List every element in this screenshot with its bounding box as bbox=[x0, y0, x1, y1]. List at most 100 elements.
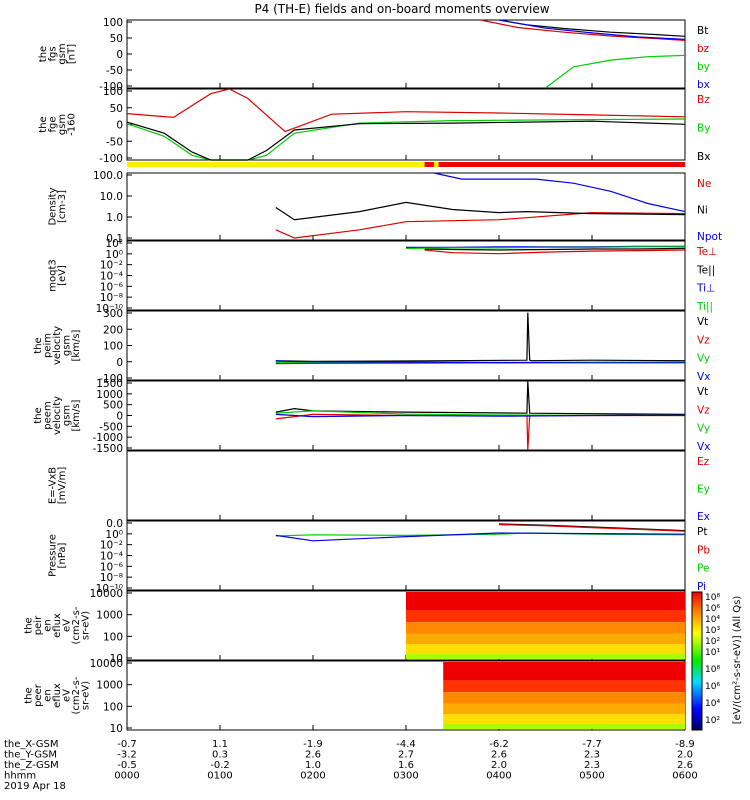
y-axis-label: [mV/m] bbox=[57, 467, 68, 505]
y-axis-label: en bbox=[43, 689, 54, 702]
mode-bar-segment bbox=[127, 162, 425, 167]
y-tick-label: 0 bbox=[116, 411, 123, 423]
series-line-Pb bbox=[498, 524, 686, 532]
y-tick-label: 100 bbox=[103, 701, 123, 713]
x-tick-value: -6.2 bbox=[489, 739, 509, 750]
y-tick-label: 10² bbox=[105, 238, 123, 250]
spectrogram-band bbox=[406, 610, 685, 623]
y-tick-label: 10 bbox=[110, 723, 123, 735]
series-line-Te|| bbox=[424, 247, 686, 251]
series-line-Vx bbox=[275, 360, 685, 364]
colorbar-tick-label: 10¹ bbox=[705, 648, 720, 658]
x-tick-value: 0300 bbox=[393, 771, 418, 782]
y-tick-label: 10⁻¹⁰ bbox=[96, 303, 123, 315]
spectrogram-band bbox=[443, 692, 685, 704]
y-tick-label: 10⁻² bbox=[100, 260, 123, 272]
x-tick-value: 2.6 bbox=[491, 750, 507, 761]
legend-Te⊥: Te⊥ bbox=[696, 246, 717, 258]
y-tick-label: 100 bbox=[103, 631, 123, 643]
y-axis-label: velocity bbox=[52, 396, 63, 435]
y-axis-label: -160 bbox=[66, 113, 77, 136]
colorbar-tick-label: 10⁸ bbox=[705, 593, 720, 603]
series-line-Ti|| bbox=[405, 246, 685, 249]
y-axis-label: peim bbox=[43, 333, 54, 358]
y-tick-label: 10⁻⁴ bbox=[100, 551, 123, 563]
x-tick-value: 2.0 bbox=[677, 750, 693, 761]
legend-Vy: Vy bbox=[697, 353, 710, 365]
y-axis-label: [cm-3] bbox=[57, 190, 68, 223]
legend-Ti⊥: Ti⊥ bbox=[696, 283, 715, 295]
x-tick-value: 0200 bbox=[300, 771, 325, 782]
x-tick-value: 2.7 bbox=[398, 750, 414, 761]
y-axis-label: fge bbox=[47, 116, 58, 132]
legend-Te||: Te|| bbox=[696, 264, 715, 276]
spectrogram-band bbox=[406, 644, 685, 654]
y-tick-label: 10⁻⁴ bbox=[100, 271, 123, 283]
y-axis-label: sr-eV) bbox=[81, 681, 92, 710]
y-tick-label: 100.0 bbox=[93, 170, 123, 182]
y-tick-label: -50 bbox=[106, 136, 123, 148]
y-axis-label: sr-eV) bbox=[81, 611, 92, 640]
series-line-Ne bbox=[275, 211, 686, 239]
legend-Ni: Ni bbox=[697, 205, 708, 217]
y-tick-label: 10000 bbox=[90, 588, 123, 600]
y-axis-label: [km/s] bbox=[71, 329, 82, 361]
legend-Vx: Vx bbox=[697, 371, 710, 383]
x-tick-value: 0.3 bbox=[212, 750, 228, 761]
series-line-Pi bbox=[275, 532, 686, 542]
series-line-Vx bbox=[275, 413, 686, 418]
y-tick-label: 500 bbox=[103, 400, 123, 412]
x-tick-value: -0.7 bbox=[117, 739, 137, 750]
legend-Vy: Vy bbox=[697, 423, 710, 435]
colorbar-tick-label: 10⁸ bbox=[705, 665, 720, 675]
y-axis-label: the bbox=[33, 407, 44, 423]
legend-bx: bx bbox=[697, 79, 710, 91]
y-axis-label: moqt3 bbox=[47, 259, 58, 292]
colorbar-tick-label: 10⁶ bbox=[705, 604, 720, 614]
spectrogram bbox=[406, 592, 685, 659]
y-axis-label: gsm bbox=[62, 335, 73, 356]
series-line-by bbox=[545, 54, 686, 89]
y-tick-label: 10 bbox=[110, 653, 123, 665]
y-tick-label: 100 bbox=[103, 86, 123, 98]
panels: 100500-50-100thefgsgsm[nT]Btbzbybx100500… bbox=[24, 17, 744, 735]
x-tick-value: -0.5 bbox=[117, 760, 137, 771]
legend-Bx: Bx bbox=[697, 151, 710, 163]
series-line-Bz bbox=[126, 88, 686, 133]
series-line-Vz bbox=[275, 413, 685, 451]
y-tick-label: 10000 bbox=[90, 658, 123, 670]
panel-frame bbox=[126, 88, 686, 161]
legend-By: By bbox=[697, 123, 710, 135]
y-axis-label: [nT] bbox=[66, 44, 77, 64]
legend-Ez: Ez bbox=[697, 456, 710, 468]
x-tick-value: 0400 bbox=[486, 771, 511, 782]
legend-Vz: Vz bbox=[697, 334, 710, 346]
y-axis-label: velocity bbox=[52, 326, 63, 365]
y-axis-label: gsm bbox=[57, 114, 68, 135]
colorbar-scale bbox=[691, 591, 703, 731]
y-axis-label: the bbox=[24, 687, 35, 703]
series-line-Vt bbox=[275, 312, 686, 363]
y-axis-label: eV bbox=[62, 619, 73, 632]
colorbar-tick-label: 10² bbox=[705, 716, 720, 726]
panel-frame bbox=[126, 172, 686, 241]
x-tick-value: 2.6 bbox=[677, 760, 693, 771]
legend-Bt: Bt bbox=[697, 25, 708, 37]
x-tick-value: 0000 bbox=[114, 771, 139, 782]
x-tick-value: 2.6 bbox=[305, 750, 321, 761]
colorbar-tick-label: 10³ bbox=[705, 626, 720, 636]
y-axis-label: E=-VxB bbox=[47, 467, 58, 504]
y-axis-label: eflux bbox=[52, 613, 63, 638]
spectrogram-band bbox=[443, 703, 685, 715]
colorbar-tick-label: 10⁴ bbox=[705, 699, 720, 709]
x-tick-value: -3.2 bbox=[117, 750, 137, 761]
x-tick-value: -1.9 bbox=[303, 739, 323, 750]
x-tick-value: 1.0 bbox=[305, 760, 321, 771]
spectrogram bbox=[443, 662, 685, 729]
y-tick-label: -1500 bbox=[92, 443, 123, 455]
y-axis-label: [km/s] bbox=[71, 399, 82, 431]
